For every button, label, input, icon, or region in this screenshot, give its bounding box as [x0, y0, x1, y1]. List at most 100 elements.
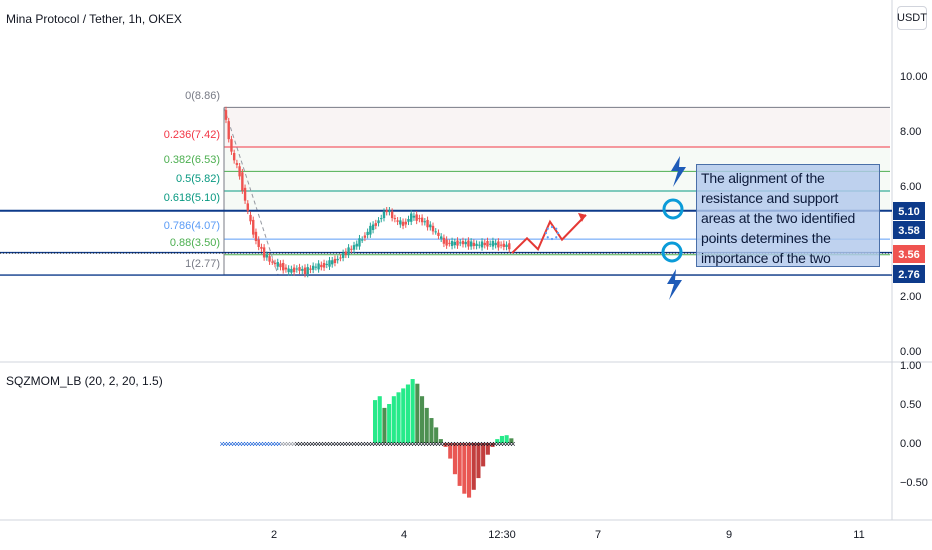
candle-body — [508, 243, 511, 250]
squeeze-dot: × — [300, 439, 305, 449]
price-tag-label: 3.56 — [898, 249, 919, 261]
squeeze-dot: × — [498, 439, 503, 449]
price-tick-label: 8.00 — [900, 126, 921, 138]
candle-body — [502, 243, 506, 247]
squeeze-dot: × — [363, 439, 368, 449]
candle-body — [366, 231, 369, 236]
candle-body — [282, 263, 285, 271]
oscillator-tick-label: 1.00 — [900, 360, 921, 372]
candle-body — [483, 242, 486, 246]
candle-body — [322, 263, 326, 268]
candle-body — [407, 219, 410, 222]
candle-body — [404, 221, 407, 225]
squeeze-dot: × — [333, 439, 338, 449]
momentum-bar — [382, 407, 387, 443]
fib-level-label: 0.236(7.42) — [164, 129, 220, 141]
candle-body — [412, 215, 416, 218]
candle-body — [445, 239, 448, 246]
candle-body — [396, 220, 399, 222]
squeeze-dot: × — [399, 439, 404, 449]
chart-title: Mina Protocol / Tether, 1h, OKEX — [6, 12, 182, 26]
squeeze-dot: × — [306, 439, 311, 449]
annotation-note[interactable]: The alignment of the resistance and supp… — [696, 164, 880, 267]
price-tag-label: 5.10 — [898, 206, 919, 218]
squeeze-dot: × — [240, 439, 245, 449]
candle-body — [306, 267, 309, 274]
fib-level-label: 0.786(4.07) — [164, 220, 220, 232]
marker-dot — [546, 236, 549, 239]
squeeze-dot: × — [354, 439, 359, 449]
candle-body — [388, 210, 391, 213]
squeeze-dot: × — [249, 439, 254, 449]
squeeze-dot: × — [378, 439, 383, 449]
oscillator-tick-label: 0.50 — [900, 399, 921, 411]
squeeze-dot: × — [282, 439, 287, 449]
fib-level-label: 0.618(5.10) — [164, 192, 220, 204]
squeeze-dot: × — [267, 439, 272, 449]
momentum-bar — [405, 384, 410, 443]
candle-body — [420, 217, 424, 223]
candle-body — [442, 237, 446, 244]
squeeze-dot: × — [234, 439, 239, 449]
projection-path — [511, 214, 587, 254]
squeeze-dot: × — [381, 439, 386, 449]
candle-body — [499, 244, 503, 246]
candle-body — [333, 258, 337, 263]
candle-body — [505, 244, 508, 247]
squeeze-dot: × — [336, 439, 341, 449]
squeeze-dot: × — [270, 439, 275, 449]
momentum-bar — [495, 439, 500, 443]
momentum-bar — [481, 443, 486, 467]
candle-body — [224, 110, 228, 120]
price-tag-label: 3.58 — [898, 225, 919, 237]
momentum-bar — [509, 438, 514, 443]
candle-body — [254, 231, 258, 241]
candle-body — [292, 267, 296, 273]
fib-level-label: 1(2.77) — [185, 258, 220, 270]
squeeze-dot: × — [366, 439, 371, 449]
squeeze-dot: × — [339, 439, 344, 449]
squeeze-dot: × — [441, 439, 446, 449]
candle-body — [475, 243, 478, 247]
momentum-bar — [396, 392, 401, 443]
candle-body — [246, 203, 249, 211]
candle-body — [469, 241, 473, 247]
squeeze-dot: × — [489, 439, 494, 449]
squeeze-dot: × — [426, 439, 431, 449]
squeeze-dot: × — [303, 439, 308, 449]
candle-body — [453, 241, 456, 246]
candle-body — [317, 263, 320, 270]
candle-body — [262, 247, 266, 258]
squeeze-dot: × — [414, 439, 419, 449]
squeeze-dot: × — [318, 439, 323, 449]
currency-button[interactable]: USDT — [897, 6, 927, 30]
squeeze-dot: × — [225, 439, 230, 449]
candle-body — [347, 247, 350, 255]
candle-body — [314, 266, 318, 268]
candle-body — [480, 241, 484, 248]
squeeze-dot: × — [285, 439, 290, 449]
marker-dot — [556, 231, 560, 235]
momentum-bar — [401, 388, 406, 443]
candle-body — [374, 223, 378, 226]
candle-body — [290, 268, 293, 273]
price-tag-bg — [893, 221, 925, 239]
squeeze-dot: × — [486, 439, 491, 449]
indicator-label[interactable]: SQZMOM_LB (20, 2, 20, 1.5) — [6, 374, 163, 388]
candle-body — [377, 220, 380, 224]
momentum-bar — [462, 443, 467, 494]
time-tick-label: 4 — [401, 529, 407, 541]
candle-body — [243, 187, 247, 201]
momentum-bar — [415, 383, 420, 443]
candle-body — [276, 262, 279, 267]
candle-body — [265, 254, 269, 258]
candle-body — [235, 163, 239, 165]
candle-body — [284, 267, 288, 270]
squeeze-dot: × — [375, 439, 380, 449]
squeeze-dot: × — [483, 439, 488, 449]
candle-body — [320, 264, 323, 268]
candle-body — [355, 243, 358, 247]
candle-body — [437, 232, 440, 236]
